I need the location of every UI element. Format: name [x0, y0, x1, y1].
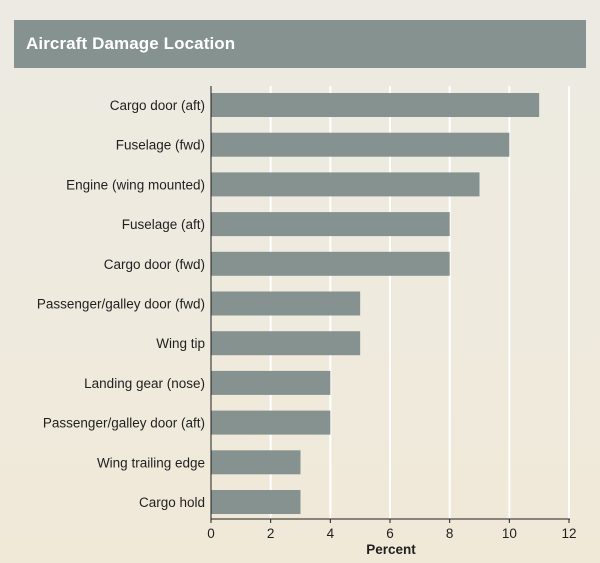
bar	[211, 172, 480, 197]
bar	[211, 132, 510, 157]
category-label: Wing trailing edge	[97, 455, 205, 470]
x-axis-title: Percent	[366, 542, 416, 557]
x-tick-label: 0	[207, 526, 215, 541]
category-label: Wing tip	[156, 336, 205, 351]
category-label: Cargo hold	[139, 495, 205, 510]
category-label: Cargo door (fwd)	[104, 257, 205, 272]
x-tick-label: 2	[267, 526, 275, 541]
category-label: Engine (wing mounted)	[66, 177, 205, 192]
x-tick-label: 10	[502, 526, 517, 541]
category-label: Landing gear (nose)	[84, 376, 205, 391]
x-tick-label: 8	[446, 526, 454, 541]
bar	[211, 93, 540, 117]
bar	[211, 410, 331, 435]
category-label: Cargo door (aft)	[110, 98, 205, 113]
category-label: Fuselage (fwd)	[116, 138, 205, 153]
category-label: Passenger/galley door (aft)	[43, 416, 205, 431]
bar	[211, 331, 361, 356]
bar	[211, 450, 301, 475]
bar	[211, 370, 331, 395]
x-tick-label: 12	[561, 526, 576, 541]
x-tick-label: 6	[386, 526, 394, 541]
category-label: Fuselage (aft)	[122, 217, 205, 232]
chart-title: Aircraft Damage Location	[14, 20, 586, 68]
bar	[211, 291, 361, 316]
category-label: Passenger/galley door (fwd)	[37, 297, 205, 312]
bar	[211, 212, 450, 237]
x-tick-label: 4	[327, 526, 335, 541]
bar	[211, 251, 450, 276]
bar	[211, 490, 301, 514]
